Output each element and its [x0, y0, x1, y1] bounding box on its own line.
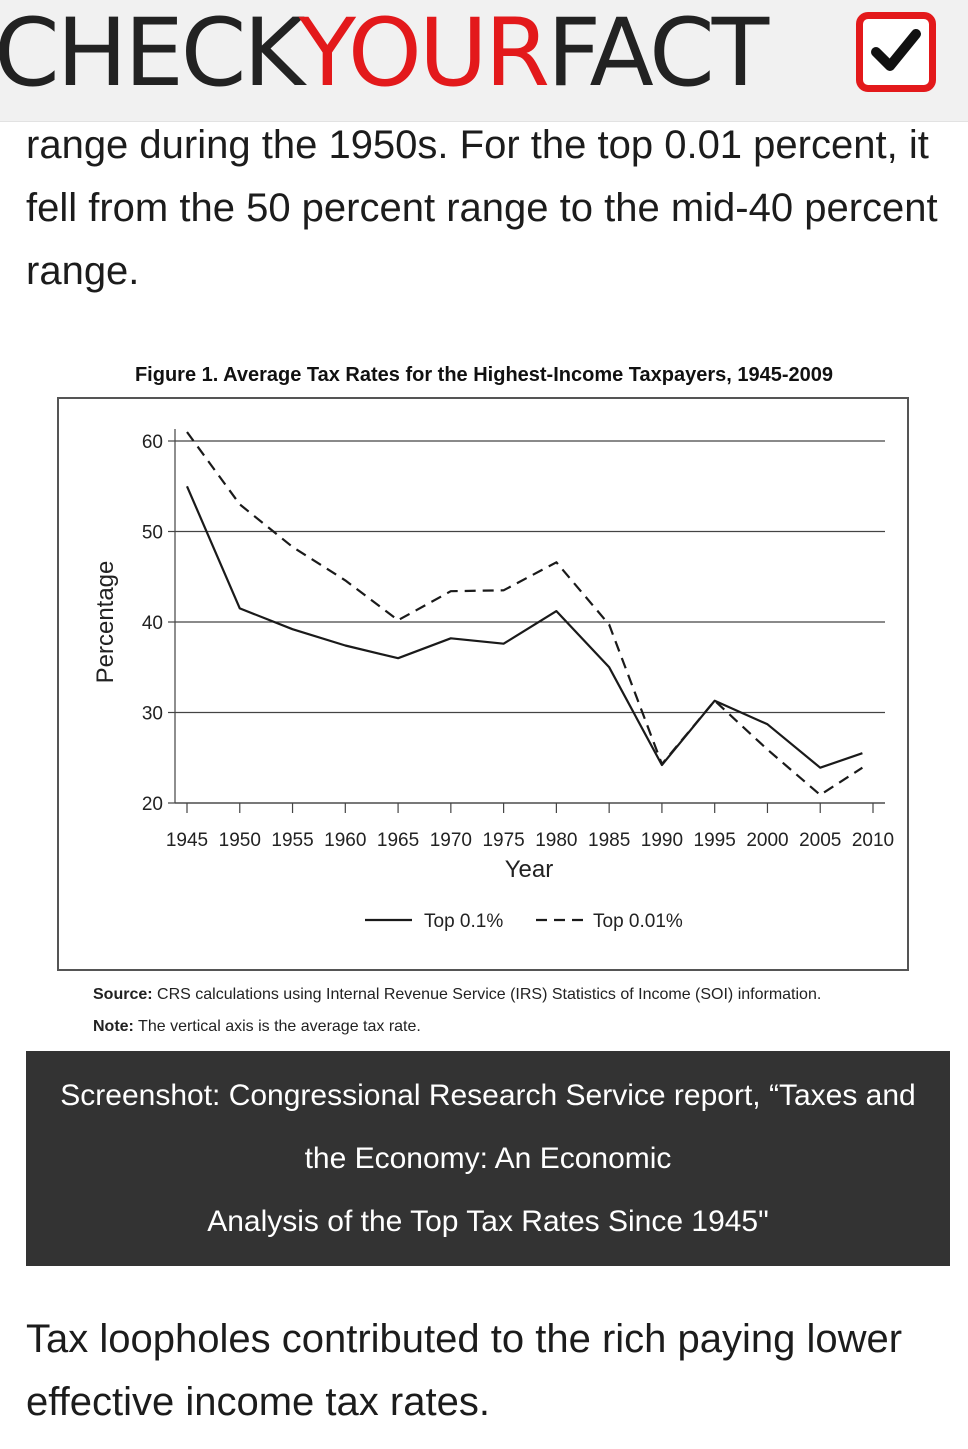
series-line-top-0-1 [185, 485, 863, 769]
x-tick-label: 1995 [694, 830, 736, 851]
y-tick-label: 50 [142, 523, 163, 544]
caption-line-1: Screenshot: Congressional Research Servi… [60, 1079, 916, 1112]
logo-text-fact: FACT [547, 0, 769, 108]
x-tick-label: 2010 [852, 830, 894, 851]
x-tick-label: 1990 [641, 830, 683, 851]
figure-source: Source: CRS calculations using Internal … [93, 986, 821, 1004]
x-axis-title: Year [505, 856, 554, 883]
x-tick-label: 1970 [430, 830, 472, 851]
caption-line-2: the Economy: An Economic [304, 1142, 672, 1175]
line-chart: 20 30 40 50 60 1945 1950 1955 1960 1965 1970 1975 19… [92, 429, 894, 932]
logo-text-check: CHECK [0, 0, 302, 108]
x-tick-label: 1945 [166, 830, 208, 851]
checkbox-icon [856, 12, 936, 92]
y-tick-label: 40 [142, 613, 163, 634]
y-tick-label: 60 [142, 432, 163, 453]
logo-text-your: YOUR [298, 0, 550, 108]
figure-image: Figure 1. Average Tax Rates for the High… [0, 350, 968, 1050]
chart-frame [57, 397, 909, 971]
figure-note: Note: The vertical axis is the average t… [93, 1018, 421, 1036]
caption-line-3: Analysis of the Top Tax Rates Since 1945… [207, 1205, 769, 1238]
x-tick-label: 2000 [746, 830, 788, 851]
x-tick-label: 1960 [324, 830, 366, 851]
legend-label: Top 0.1% [424, 911, 503, 932]
note-label: Note: [93, 1018, 134, 1035]
x-tick-label: 1955 [271, 830, 313, 851]
x-tick-label: 2005 [799, 830, 841, 851]
site-logo[interactable]: CHECKYOURFACT [0, 4, 769, 104]
source-label: Source: [93, 986, 153, 1003]
x-tick-label: 1950 [219, 830, 261, 851]
x-tick-label: 1985 [588, 830, 630, 851]
x-tick-label: 1975 [482, 830, 524, 851]
article-paragraph-top: range during the 1950s. For the top 0.01… [26, 123, 938, 293]
site-header: CHECKYOURFACT [0, 0, 968, 122]
source-text: CRS calculations using Internal Revenue … [157, 986, 822, 1003]
article-paragraph-bottom: Tax loopholes contributed to the rich pa… [26, 1317, 903, 1424]
series-line-top-0-01 [186, 431, 863, 796]
figure-title: Figure 1. Average Tax Rates for the High… [134, 364, 834, 386]
x-tick-label: 1980 [535, 830, 577, 851]
image-caption: Screenshot: Congressional Research Servi… [26, 1051, 950, 1266]
note-text: The vertical axis is the average tax rat… [138, 1018, 421, 1035]
y-axis-title: Percentage [92, 561, 119, 684]
legend-label: Top 0.01% [593, 911, 683, 932]
x-tick-label: 1965 [377, 830, 419, 851]
checkmark-icon [871, 29, 921, 71]
y-tick-label: 20 [142, 794, 163, 815]
y-tick-label: 30 [142, 704, 163, 725]
